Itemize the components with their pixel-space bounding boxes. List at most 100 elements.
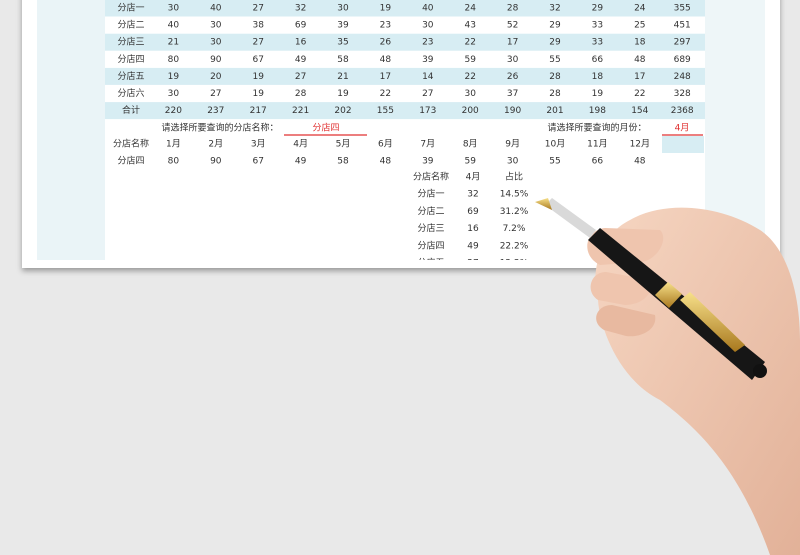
header-cell: 8月 bbox=[463, 139, 478, 150]
header-cell: 7月 bbox=[420, 139, 435, 150]
cell: 217 bbox=[250, 106, 267, 116]
shop-prompt: 请选择所要查询的分店名称： bbox=[161, 122, 278, 134]
cell: 40 bbox=[168, 21, 180, 31]
cell: 66 bbox=[592, 55, 604, 65]
cell: 30 bbox=[507, 157, 519, 167]
month-prompt: 请选择所要查询的月份： bbox=[547, 122, 646, 134]
cell: 30 bbox=[168, 4, 180, 14]
cell: 90 bbox=[210, 55, 222, 65]
cell: 58 bbox=[337, 157, 349, 167]
cell: 18 bbox=[592, 72, 604, 82]
cell: 67 bbox=[252, 157, 263, 167]
cell: 80 bbox=[168, 55, 180, 65]
cell: 48 bbox=[634, 157, 646, 167]
header-cell: 分店名称 bbox=[113, 138, 149, 150]
cell: 28 bbox=[549, 72, 561, 82]
cell: 221 bbox=[292, 106, 309, 116]
cell: 69 bbox=[467, 207, 479, 217]
cell: 30 bbox=[337, 4, 349, 14]
cell: 24 bbox=[464, 4, 476, 14]
cell: 30 bbox=[210, 38, 222, 48]
cell: 40 bbox=[422, 4, 434, 14]
cell: 33 bbox=[592, 38, 603, 48]
cell: 58 bbox=[337, 55, 349, 65]
cell: 59 bbox=[464, 55, 476, 65]
header-cell: 分店名称 bbox=[413, 171, 449, 183]
cell: 31.2% bbox=[500, 207, 529, 217]
cell: 14 bbox=[422, 72, 434, 82]
row-band bbox=[105, 0, 705, 17]
cell: 48 bbox=[380, 55, 392, 65]
cell: 12.2% bbox=[500, 259, 529, 269]
cell: 分店四 bbox=[117, 155, 144, 167]
cell: 52 bbox=[507, 21, 518, 31]
cell: 24 bbox=[634, 4, 646, 14]
cell: 21 bbox=[337, 72, 348, 82]
shop-select: 分店四 bbox=[312, 122, 339, 134]
cell: 49 bbox=[467, 241, 479, 251]
cell: 30 bbox=[464, 89, 476, 99]
row-band bbox=[105, 33, 705, 51]
grid: 分店一 30 40 27 32 30 19 40 24 28 32 29 24 355 分店二 40 30 38 6… bbox=[105, 0, 705, 269]
cell: 55 bbox=[549, 55, 560, 65]
cell: 26 bbox=[507, 72, 519, 82]
cell: 22 bbox=[634, 89, 645, 99]
row-band bbox=[105, 67, 705, 85]
pen-cap bbox=[753, 364, 767, 378]
cell: 39 bbox=[422, 55, 434, 65]
cell: 16 bbox=[467, 224, 479, 234]
cell: 27 bbox=[295, 72, 306, 82]
cell: 分店四 bbox=[417, 239, 444, 251]
cell: 分店二 bbox=[117, 19, 144, 31]
cell: 43 bbox=[464, 21, 475, 31]
cell: 328 bbox=[674, 89, 691, 99]
cell: 202 bbox=[334, 106, 351, 116]
cell: 分店一 bbox=[117, 2, 144, 14]
cell: 154 bbox=[631, 106, 648, 116]
cell: 2368 bbox=[671, 106, 694, 116]
cell: 19 bbox=[380, 4, 392, 14]
cell: 30 bbox=[507, 55, 519, 65]
cell: 90 bbox=[210, 157, 222, 167]
hand bbox=[535, 198, 800, 555]
cell: 27 bbox=[252, 38, 263, 48]
cell: 19 bbox=[168, 72, 180, 82]
cell: 32 bbox=[549, 4, 560, 14]
cell: 21 bbox=[168, 38, 179, 48]
cell: 69 bbox=[295, 21, 307, 31]
cell: 48 bbox=[634, 55, 646, 65]
cell: 28 bbox=[507, 4, 519, 14]
cell: 35 bbox=[337, 38, 348, 48]
cell: 分店一 bbox=[417, 188, 444, 200]
cell: 30 bbox=[210, 21, 222, 31]
cell: 39 bbox=[422, 157, 434, 167]
cell: 分店五 bbox=[417, 257, 444, 269]
cell: 20 bbox=[210, 72, 222, 82]
cell: 分店三 bbox=[117, 36, 144, 48]
header-cell: 11月 bbox=[587, 139, 607, 150]
pen-clip bbox=[680, 292, 745, 352]
header-cell: 1月 bbox=[166, 139, 181, 150]
cell: 22.2% bbox=[500, 241, 529, 251]
cell: 66 bbox=[592, 157, 604, 167]
cell: 30 bbox=[422, 21, 434, 31]
cell: 25 bbox=[634, 21, 645, 31]
cell: 分店四 bbox=[117, 53, 144, 65]
cell: 200 bbox=[462, 106, 479, 116]
cell: 16 bbox=[295, 38, 307, 48]
cell: 248 bbox=[674, 72, 691, 82]
cell: 39 bbox=[337, 21, 349, 31]
cell: 451 bbox=[674, 21, 691, 31]
cell: 分店三 bbox=[417, 222, 444, 234]
header-cell: 4月 bbox=[466, 172, 481, 183]
header-cell: 2月 bbox=[208, 139, 223, 150]
header-cell: 10月 bbox=[545, 139, 565, 150]
cell: 19 bbox=[252, 89, 264, 99]
cell: 38 bbox=[252, 21, 264, 31]
cell: 67 bbox=[252, 55, 263, 65]
cell: 49 bbox=[295, 55, 307, 65]
cell: 173 bbox=[419, 106, 436, 116]
header-cell: 6月 bbox=[378, 139, 393, 150]
pen-grip bbox=[545, 198, 596, 238]
